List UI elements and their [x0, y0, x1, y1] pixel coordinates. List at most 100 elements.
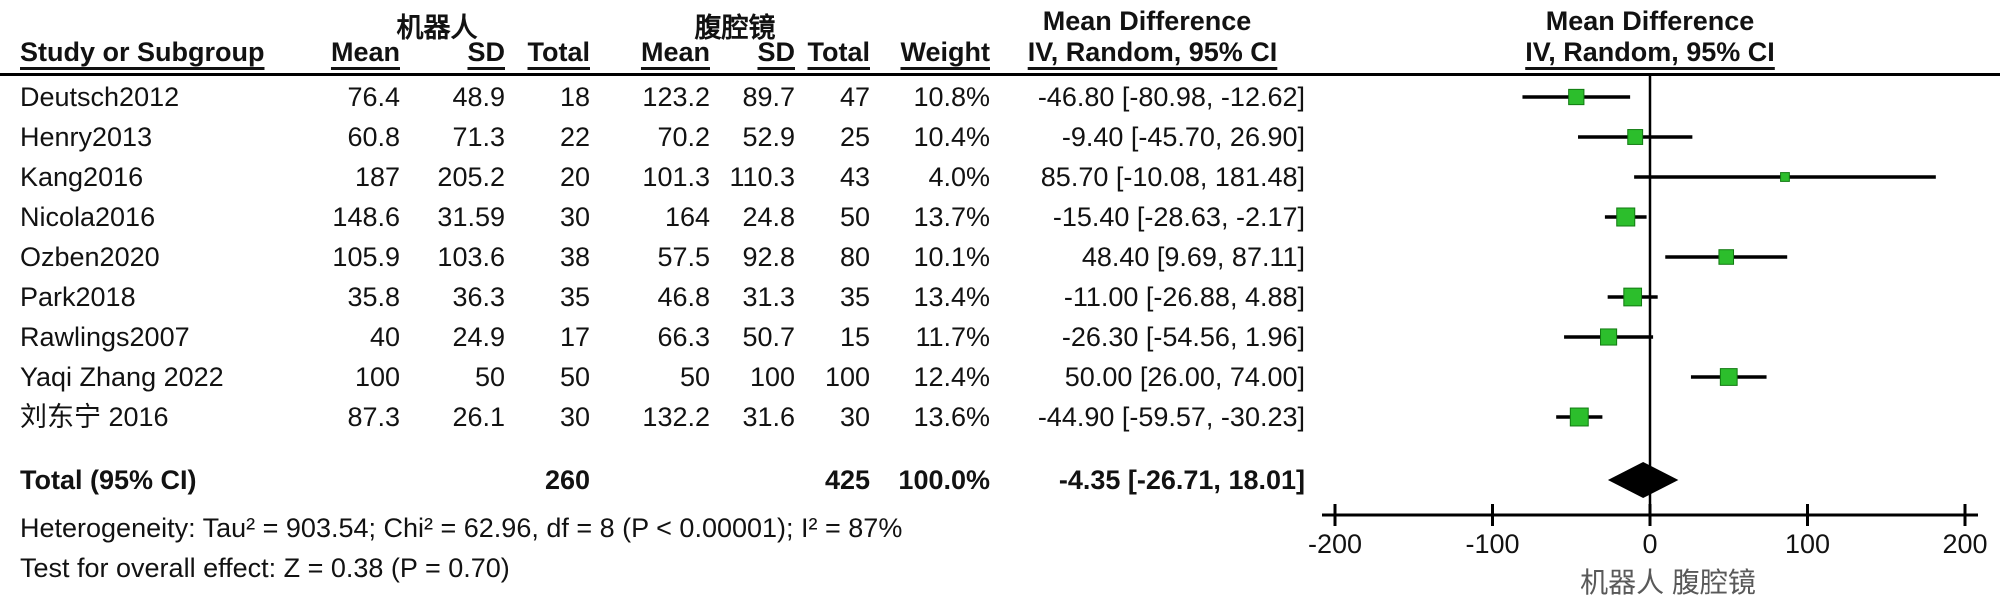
table-row: Rawlings2007 40 24.9 17 66.3 50.7 15 11.7% -26.3… [0, 321, 2000, 353]
cell-group2-total: 43 [839, 162, 870, 192]
cell-group1-mean: 87.3 [347, 402, 400, 432]
cell-group2-sd: 89.7 [742, 82, 795, 112]
total-row: Total (95% CI) 260 425 100.0% -4.35 [-26… [0, 464, 2000, 496]
cell-group2-sd: 31.6 [742, 402, 795, 432]
cell-ci-text: -26.30 [-54.56, 1.96] [1061, 322, 1305, 352]
total-n-group2: 425 [824, 465, 870, 495]
cell-ci-text: -11.00 [-26.88, 4.88] [1063, 282, 1305, 312]
cell-group1-sd: 31.59 [437, 202, 505, 232]
cell-group1-sd: 24.9 [452, 322, 505, 352]
cell-group2-total: 15 [839, 322, 870, 352]
axis-tick-label: -100 [1465, 529, 1519, 559]
cell-group2-mean: 50 [679, 362, 710, 392]
cell-weight: 10.1% [913, 242, 990, 272]
col-header-sd-group2: SD [757, 37, 795, 67]
cell-ci-text: -9.40 [-45.70, 26.90] [1061, 122, 1305, 152]
col-header-method-left: IV, Random, 95% CI [1027, 37, 1278, 67]
cell-group1-sd: 50 [474, 362, 505, 392]
study-name: Park2018 [20, 282, 136, 312]
cell-ci-text: -15.40 [-28.63, -2.17] [1052, 202, 1305, 232]
total-n-group1: 260 [544, 465, 590, 495]
cell-group1-sd: 48.9 [452, 82, 505, 112]
table-row: Deutsch2012 76.4 48.9 18 123.2 89.7 47 10.8% -46… [0, 81, 2000, 113]
cell-weight: 10.8% [913, 82, 990, 112]
col-header-sd-group1: SD [467, 37, 505, 67]
study-name: Yaqi Zhang 2022 [20, 362, 224, 392]
cell-group1-sd: 103.6 [437, 242, 505, 272]
study-name: Ozben2020 [20, 242, 160, 272]
cell-weight: 13.7% [913, 202, 990, 232]
cell-group1-mean: 148.6 [332, 202, 400, 232]
col-header-mean-group1: Mean [330, 37, 400, 67]
cell-group1-total: 30 [559, 202, 590, 232]
cell-group2-sd: 100 [749, 362, 795, 392]
cell-group2-total: 25 [839, 122, 870, 152]
cell-group1-mean: 187 [354, 162, 400, 192]
cell-weight: 12.4% [913, 362, 990, 392]
cell-group2-total: 30 [839, 402, 870, 432]
cell-group1-total: 18 [559, 82, 590, 112]
table-row: Kang2016 187 205.2 20 101.3 110.3 43 4.0% 85.70 … [0, 161, 2000, 193]
cell-group2-sd: 52.9 [742, 122, 795, 152]
total-weight: 100.0% [898, 465, 990, 495]
col-header-total-group1: Total [527, 37, 591, 67]
study-name: 刘东宁 2016 [20, 402, 169, 432]
study-name: Henry2013 [20, 122, 153, 152]
cell-group1-mean: 105.9 [332, 242, 400, 272]
cell-group2-total: 47 [839, 82, 870, 112]
cell-weight: 13.6% [913, 402, 990, 432]
footnote-heterogeneity: Heterogeneity: Tau² = 903.54; Chi² = 62.… [20, 513, 903, 543]
cell-weight: 4.0% [928, 162, 990, 192]
table-row: Yaqi Zhang 2022 100 50 50 50 100 100 12.4% 50.00… [0, 361, 2000, 393]
axis-tick-label: -200 [1308, 529, 1362, 559]
cell-group1-mean: 40 [369, 322, 400, 352]
table-row: 刘东宁 2016 87.3 26.1 30 132.2 31.6 30 13.6% -44.90… [0, 401, 2000, 433]
cell-group1-mean: 60.8 [347, 122, 400, 152]
table-row: Park2018 35.8 36.3 35 46.8 31.3 35 13.4% -11.00 … [0, 281, 2000, 313]
group2-header: 腹腔镜 [694, 13, 776, 43]
cell-group2-sd: 110.3 [729, 162, 795, 192]
cell-group2-sd: 50.7 [742, 322, 795, 352]
cell-group1-mean: 35.8 [347, 282, 400, 312]
cell-group2-mean: 46.8 [657, 282, 710, 312]
col-header-weight: Weight [900, 37, 991, 67]
cell-group1-total: 17 [559, 322, 590, 352]
cell-group1-sd: 71.3 [452, 122, 505, 152]
study-name: Deutsch2012 [20, 82, 180, 112]
cell-group2-mean: 70.2 [657, 122, 710, 152]
total-ci-text: -4.35 [-26.71, 18.01] [1058, 465, 1305, 495]
study-name: Nicola2016 [20, 202, 156, 232]
col-header-mean-group2: Mean [640, 37, 710, 67]
cell-group1-sd: 205.2 [437, 162, 505, 192]
cell-ci-text: 48.40 [9.69, 87.11] [1081, 242, 1305, 272]
cell-group1-total: 38 [559, 242, 590, 272]
cell-ci-text: 50.00 [26.00, 74.00] [1064, 362, 1305, 392]
cell-group2-mean: 101.3 [642, 162, 710, 192]
col-header-study: Study or Subgroup [20, 37, 265, 67]
cell-group1-sd: 26.1 [452, 402, 505, 432]
axis-tick-label: 0 [1642, 529, 1657, 559]
cell-group1-total: 22 [559, 122, 590, 152]
header-rule [0, 73, 2000, 76]
effect-measure-header-right: Mean Difference [1545, 6, 1755, 36]
cell-group2-total: 100 [824, 362, 870, 392]
cell-group1-total: 30 [559, 402, 590, 432]
axis-tick-label: 200 [1942, 529, 1987, 559]
axis-footer-label: 机器人 腹腔镜 [1580, 567, 1756, 598]
cell-group1-sd: 36.3 [452, 282, 505, 312]
cell-ci-text: -46.80 [-80.98, -12.62] [1037, 82, 1305, 112]
cell-group2-sd: 31.3 [742, 282, 795, 312]
cell-group1-total: 35 [559, 282, 590, 312]
cell-group1-total: 20 [559, 162, 590, 192]
cell-group2-total: 80 [839, 242, 870, 272]
table-row: Ozben2020 105.9 103.6 38 57.5 92.8 80 10.1% 48.4… [0, 241, 2000, 273]
study-name: Rawlings2007 [20, 322, 190, 352]
cell-group2-sd: 24.8 [742, 202, 795, 232]
table-row: Nicola2016 148.6 31.59 30 164 24.8 50 13.7% -15.… [0, 201, 2000, 233]
cell-ci-text: 85.70 [-10.08, 181.48] [1040, 162, 1305, 192]
cell-group1-total: 50 [559, 362, 590, 392]
total-label: Total (95% CI) [20, 465, 197, 495]
axis-tick-label: 100 [1785, 529, 1830, 559]
cell-group2-mean: 123.2 [642, 82, 710, 112]
